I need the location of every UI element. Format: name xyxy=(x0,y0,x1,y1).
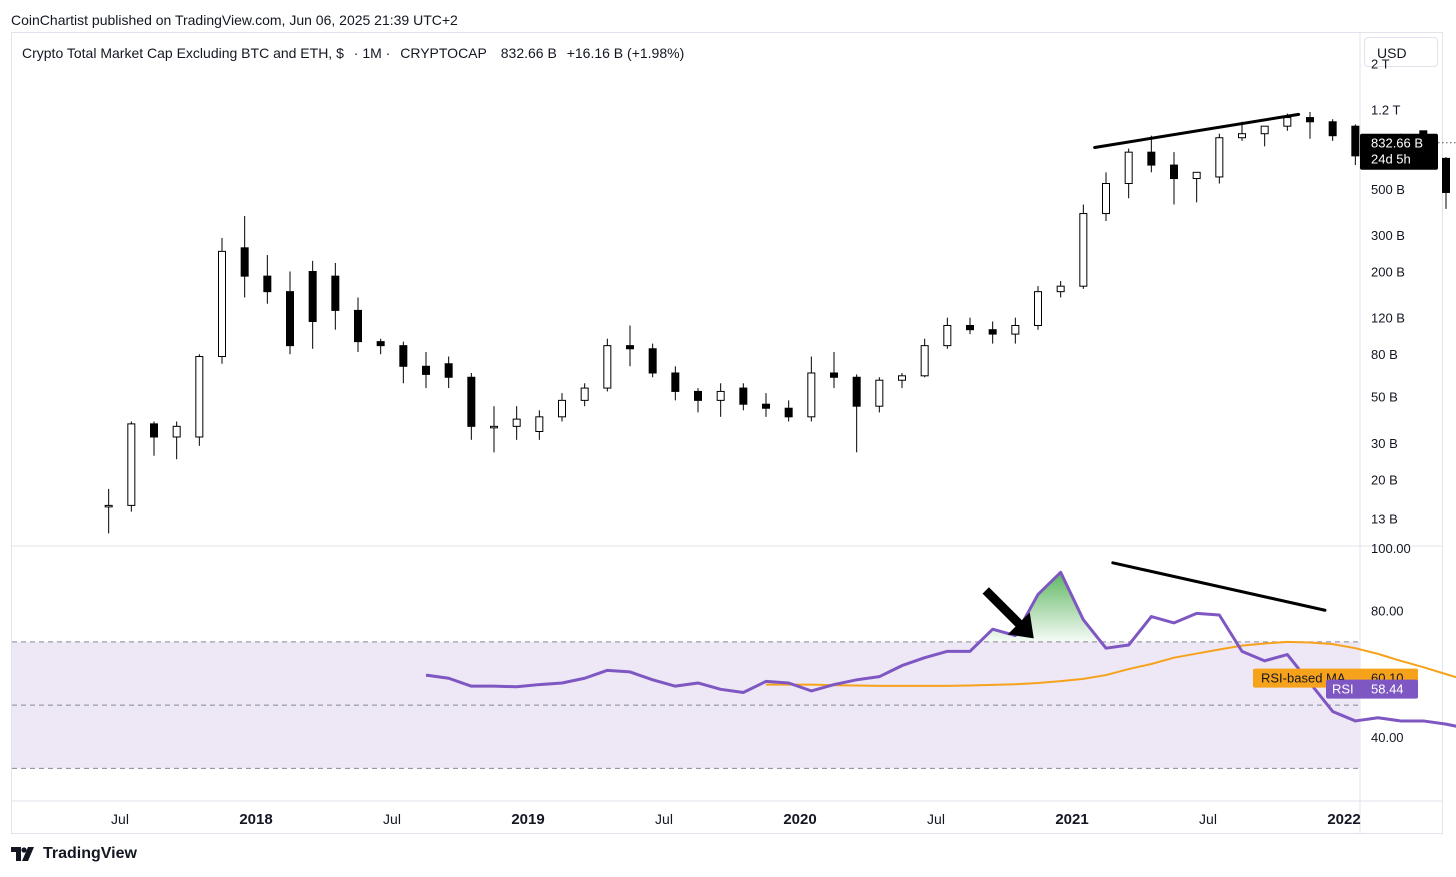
symbol-legend: Crypto Total Market Cap Excluding BTC an… xyxy=(22,45,690,61)
price-change: +16.16 B (+1.98%) xyxy=(566,45,685,61)
symbol-exchange: CRYPTOCAP xyxy=(400,45,487,61)
chart-frame[interactable] xyxy=(11,32,1443,834)
currency-button[interactable]: USD xyxy=(1364,37,1438,67)
symbol-interval: · 1M · xyxy=(353,45,391,61)
candle-body xyxy=(1442,157,1450,193)
last-value: 832.66 B xyxy=(500,45,557,61)
footer-brand: TradingView xyxy=(43,845,137,862)
candle xyxy=(1442,157,1450,209)
tradingview-logo-icon xyxy=(11,847,34,861)
publisher-line: CoinChartist published on TradingView.co… xyxy=(11,12,458,28)
tradingview-footer[interactable]: TradingView xyxy=(11,845,137,863)
symbol-name[interactable]: Crypto Total Market Cap Excluding BTC an… xyxy=(22,45,344,61)
